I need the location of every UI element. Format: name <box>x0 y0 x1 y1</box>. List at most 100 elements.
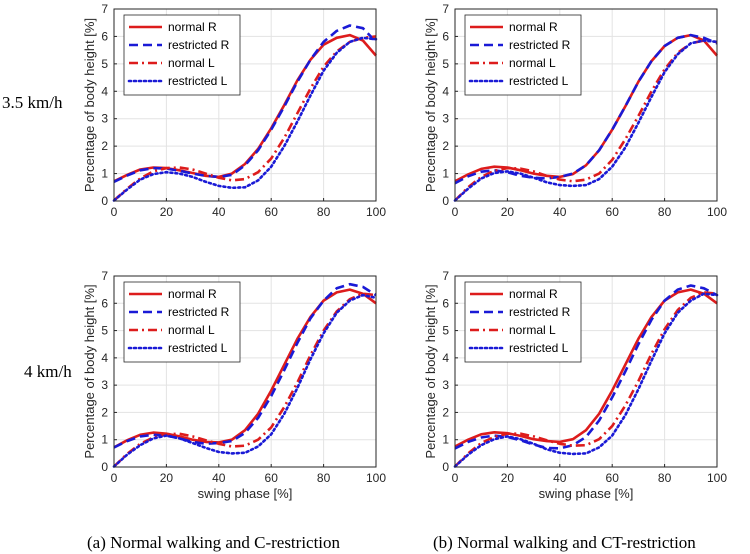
series-line-normal-R <box>113 288 377 449</box>
legend-entry: normal R <box>509 20 558 34</box>
axes-box <box>454 8 718 202</box>
legend-entry: normal L <box>509 56 556 70</box>
x-axis-label: swing phase [%] <box>198 486 293 501</box>
legend-entry: restricted R <box>168 305 230 319</box>
legend-entry: normal R <box>509 287 558 301</box>
series-group <box>112 24 378 202</box>
x-tick-label: 0 <box>452 471 459 485</box>
series-line-restricted-L <box>112 36 378 202</box>
y-axis-label: Percentage of body height [%] <box>423 284 438 458</box>
x-tick-label: 60 <box>606 205 620 219</box>
series-group <box>112 282 378 468</box>
y-tick-label: 1 <box>442 433 449 447</box>
legend-entry: restricted R <box>168 38 230 52</box>
y-tick-label: 5 <box>101 57 108 71</box>
legend-entry: restricted L <box>509 341 569 355</box>
legend-entry: restricted R <box>509 38 571 52</box>
series-group <box>453 33 719 202</box>
axes-box <box>113 275 377 468</box>
y-tick-label: 2 <box>101 405 108 419</box>
y-tick-label: 6 <box>101 29 108 43</box>
y-tick-label: 4 <box>442 84 449 98</box>
series-line-restricted-R <box>454 33 718 185</box>
y-tick-label: 3 <box>101 378 108 392</box>
series-group <box>453 284 719 468</box>
x-tick-label: 40 <box>212 471 226 485</box>
y-tick-label: 1 <box>101 433 108 447</box>
x-tick-label: 0 <box>452 205 459 219</box>
x-tick-label: 80 <box>317 205 331 219</box>
row-label-4-kmh: 4 km/h <box>24 362 72 381</box>
y-tick-label: 1 <box>442 167 449 181</box>
chart-b-bottom: 0 20 40 60 80 100 0 1 2 3 4 5 6 7 Percentage of body h… <box>423 269 727 501</box>
x-tick-label: 80 <box>658 471 672 485</box>
y-tick-label: 0 <box>101 194 108 208</box>
legend: normal R restricted R normal L restricted L <box>464 14 582 96</box>
y-axis-label: Percentage of body height [%] <box>423 18 438 192</box>
legend-entry: normal L <box>168 56 215 70</box>
series-line-restricted-L <box>453 39 719 202</box>
y-tick-label: 2 <box>442 405 449 419</box>
y-tick-label: 7 <box>442 269 449 283</box>
x-tick-label: 60 <box>265 205 279 219</box>
y-tick-label: 3 <box>442 378 449 392</box>
x-tick-label: 100 <box>366 471 386 485</box>
x-tick-label: 20 <box>501 205 515 219</box>
y-tick-label: 4 <box>101 84 108 98</box>
y-tick-label: 4 <box>101 351 108 365</box>
chart-b-top: 0 20 40 60 80 100 0 1 2 3 4 5 6 7 Percentage of body h… <box>423 2 727 219</box>
legend-entry: normal L <box>509 323 556 337</box>
y-tick-label: 0 <box>442 460 449 474</box>
x-tick-label: 100 <box>707 471 727 485</box>
series-line-restricted-R <box>113 282 377 449</box>
y-tick-label: 3 <box>101 112 108 126</box>
y-tick-label: 5 <box>442 57 449 71</box>
x-tick-label: 0 <box>111 471 118 485</box>
axes-box <box>113 8 377 202</box>
y-tick-label: 6 <box>442 29 449 43</box>
y-tick-label: 0 <box>442 194 449 208</box>
x-axis-label: swing phase [%] <box>539 486 634 501</box>
series-line-restricted-L <box>112 293 378 468</box>
x-tick-label: 40 <box>212 205 226 219</box>
y-tick-label: 7 <box>101 2 108 16</box>
y-tick-label: 4 <box>442 351 449 365</box>
legend-entry: normal L <box>168 323 215 337</box>
legend-entry: normal R <box>168 20 217 34</box>
legend: normal R restricted R normal L restricted L <box>123 281 241 363</box>
x-tick-label: 100 <box>707 205 727 219</box>
x-tick-label: 80 <box>658 205 672 219</box>
y-tick-label: 5 <box>101 324 108 338</box>
x-tick-label: 60 <box>265 471 279 485</box>
y-tick-label: 7 <box>101 269 108 283</box>
legend-entry: restricted L <box>168 341 228 355</box>
legend-entry: normal R <box>168 287 217 301</box>
y-tick-label: 0 <box>101 460 108 474</box>
y-tick-label: 1 <box>101 167 108 181</box>
legend: normal R restricted R normal L restricted L <box>123 14 241 96</box>
y-axis-label: Percentage of body height [%] <box>82 284 97 458</box>
caption-b: (b) Normal walking and CT-restriction <box>433 533 696 552</box>
series-line-restricted-L <box>453 292 719 468</box>
legend-entry: restricted L <box>168 74 228 88</box>
row-label-3-5-kmh: 3.5 km/h <box>2 93 63 112</box>
x-tick-label: 100 <box>366 205 386 219</box>
x-tick-label: 80 <box>317 471 331 485</box>
x-tick-label: 20 <box>501 471 515 485</box>
y-axis-label: Percentage of body height [%] <box>82 18 97 192</box>
chart-a-bottom: 0 20 40 60 80 100 0 1 2 3 4 5 6 7 Percentage of body h… <box>82 269 386 501</box>
y-tick-label: 3 <box>442 112 449 126</box>
x-tick-label: 40 <box>553 471 567 485</box>
legend-entry: restricted L <box>509 74 569 88</box>
series-line-normal-R <box>454 288 718 448</box>
x-tick-label: 20 <box>160 471 174 485</box>
legend-entry: restricted R <box>509 305 571 319</box>
y-tick-label: 2 <box>101 139 108 153</box>
y-tick-label: 7 <box>442 2 449 16</box>
chart-a-top: 0 20 40 60 80 100 0 1 2 3 4 5 6 7 Percentage of body h… <box>82 2 386 219</box>
x-tick-label: 20 <box>160 205 174 219</box>
series-line-normal-R <box>454 33 718 183</box>
x-tick-label: 60 <box>606 471 620 485</box>
